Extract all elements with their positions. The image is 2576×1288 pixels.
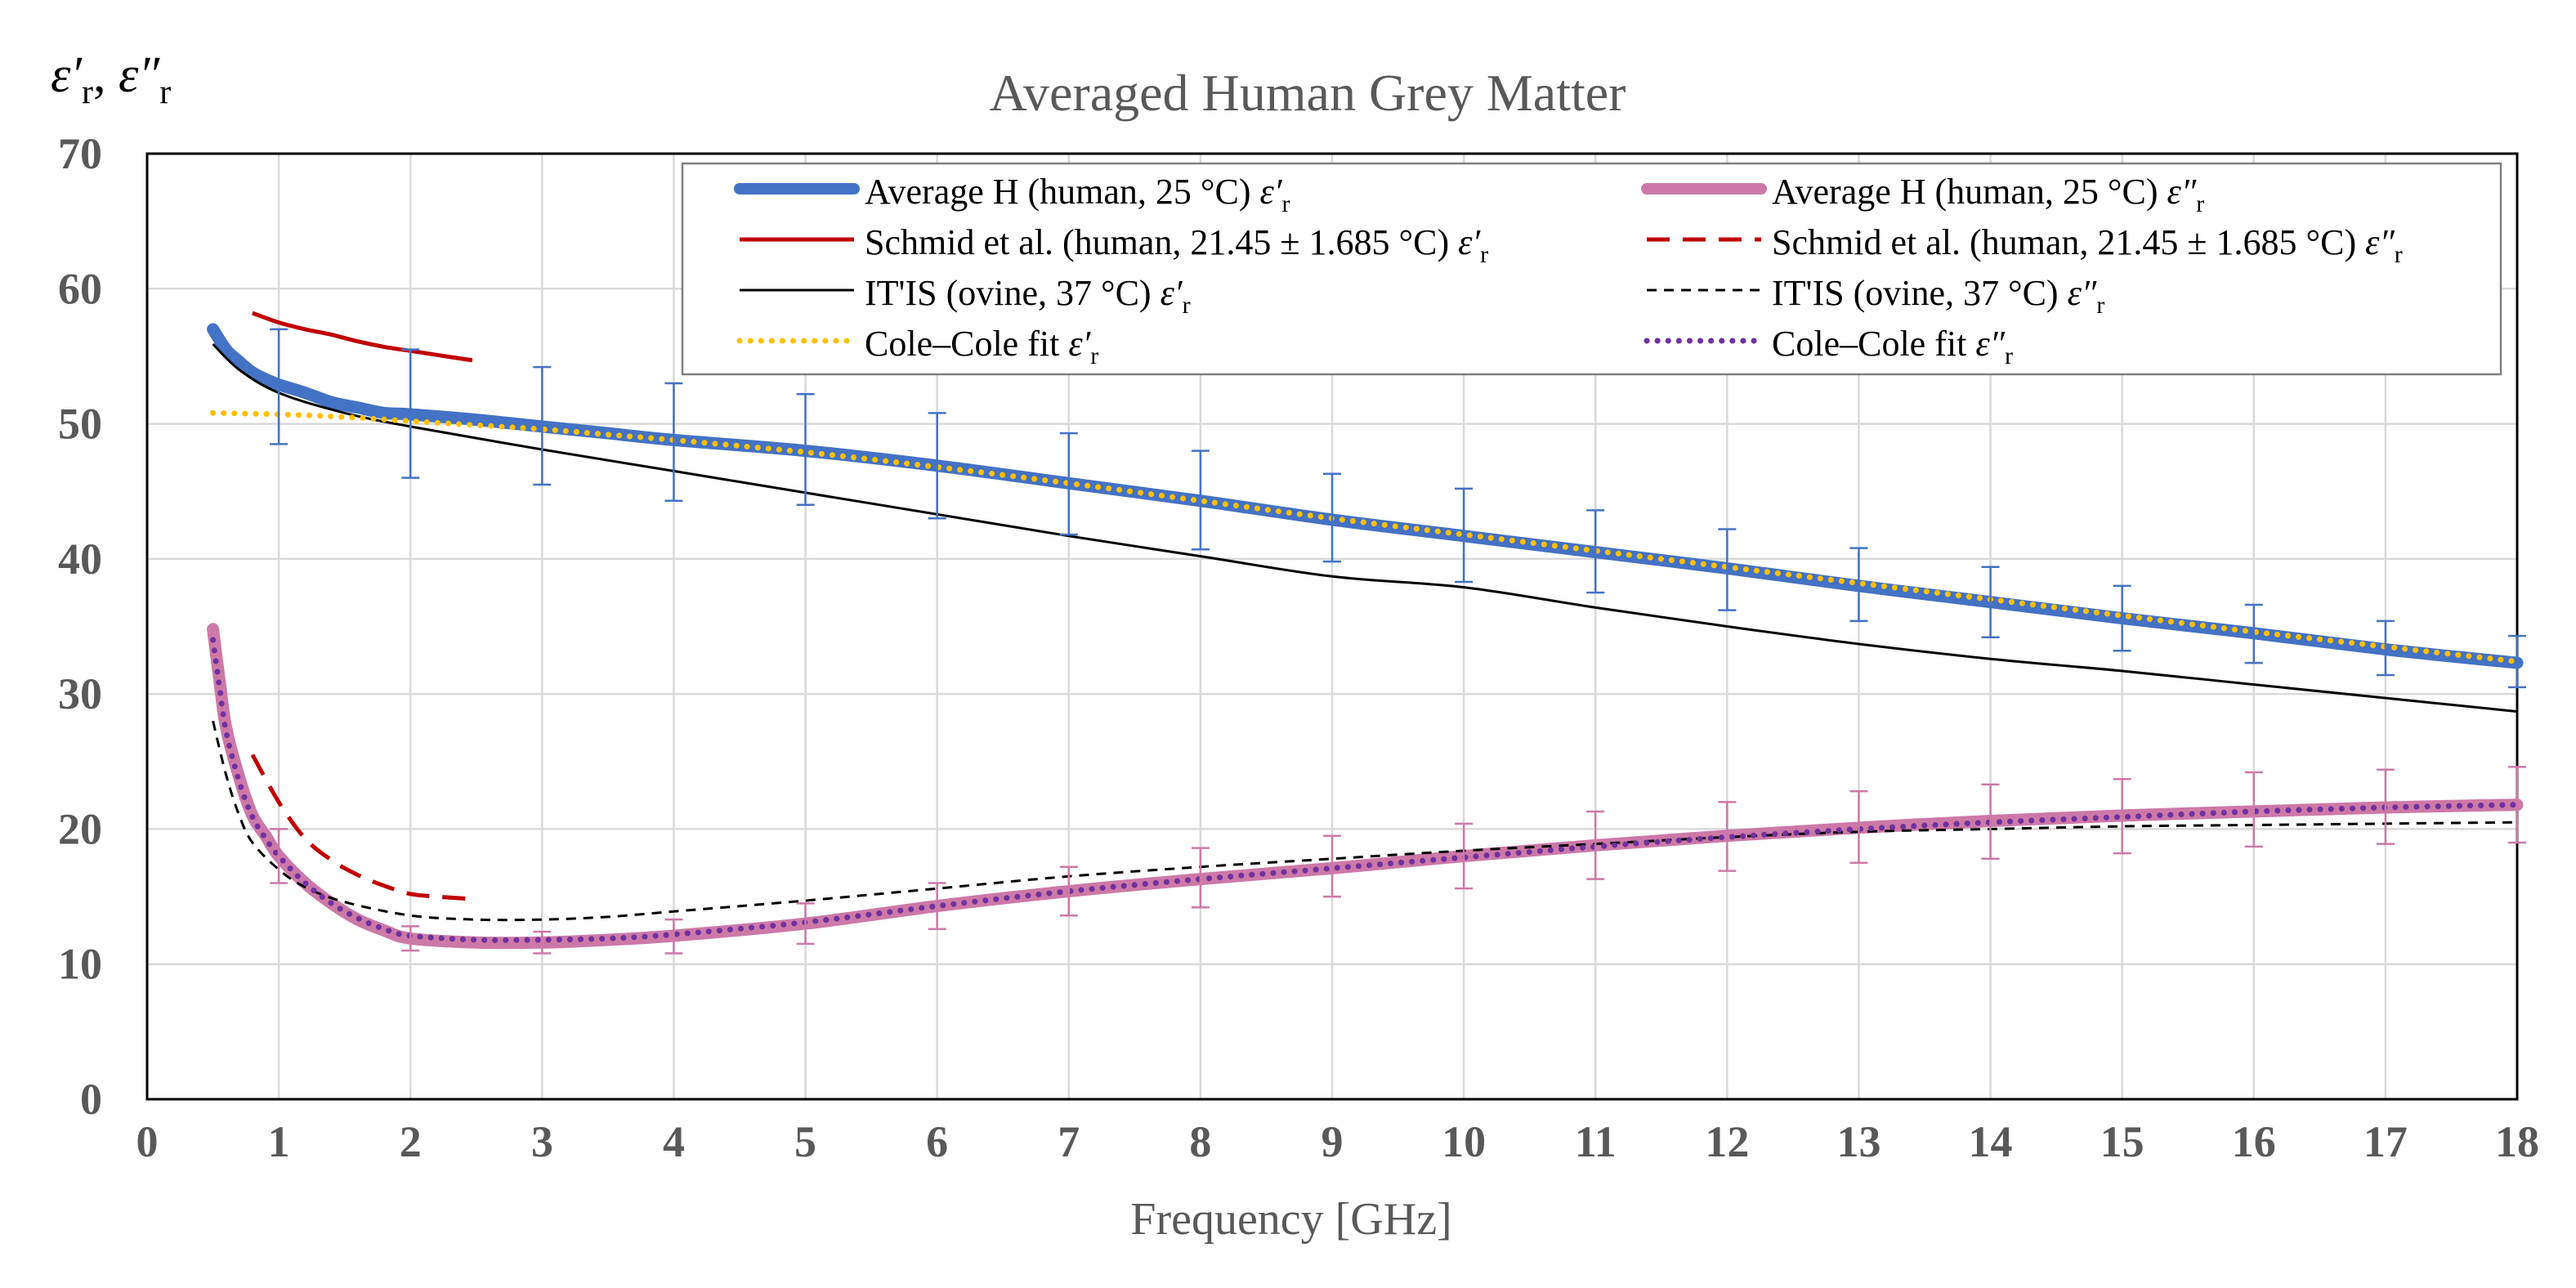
y-tick-label: 20	[58, 804, 102, 853]
x-tick-label: 2	[400, 1117, 422, 1166]
y-tick-label: 60	[58, 264, 102, 313]
y-tick-label: 30	[58, 669, 102, 718]
legend-label: Average H (human, 25 °C) ε″r	[1772, 172, 2204, 217]
plot-frame	[145, 152, 2519, 1101]
y-label-sub2: r	[159, 74, 171, 111]
y-label-eps1: ε′	[51, 47, 83, 103]
series-line-dashed-red	[250, 754, 476, 901]
legend-label: IT'IS (ovine, 37 °C) ε′r	[865, 273, 1191, 319]
x-tick-label: 0	[136, 1117, 159, 1166]
legend: Average H (human, 25 °C) ε′r Schmid et al…	[681, 162, 2502, 376]
legend-label: Schmid et al. (human, 21.45 ± 1.685 °C) …	[1772, 222, 2403, 268]
x-tick-label: 14	[1969, 1117, 2013, 1166]
y-axis-label: ε′r, ε″r	[51, 47, 171, 111]
x-tick-label: 11	[1575, 1117, 1617, 1166]
y-label-sep: ,	[93, 47, 119, 103]
x-axis-label: Frequency [GHz]	[1130, 1194, 1451, 1245]
y-label-eps2: ε″	[119, 47, 160, 103]
x-tick-label: 18	[2495, 1117, 2539, 1166]
x-tick-label: 8	[1189, 1117, 1211, 1166]
legend-box	[681, 162, 2502, 376]
series-line-dotted-gold	[210, 409, 2520, 664]
y-tick-label: 50	[58, 400, 102, 449]
x-tick-label: 5	[794, 1117, 816, 1166]
axis-tick-labels: 0 1 2 3 4 5 6 7 8 9 10 11 12 13 14 15 16 17 18010203040506…	[58, 129, 2539, 1166]
y-tick-label: 70	[58, 129, 102, 178]
y-tick-label: 0	[80, 1075, 102, 1124]
legend-label: Schmid et al. (human, 21.45 ± 1.685 °C) …	[865, 222, 1488, 268]
x-tick-label: 16	[2232, 1117, 2276, 1166]
x-tick-label: 4	[663, 1117, 685, 1166]
x-tick-label: 13	[1836, 1117, 1881, 1166]
y-label-sub1: r	[82, 74, 93, 111]
x-tick-label: 15	[2100, 1117, 2144, 1166]
x-tick-label: 12	[1705, 1117, 1749, 1166]
legend-label: Cole–Cole fit ε′r	[865, 324, 1098, 369]
x-tick-label: 10	[1442, 1117, 1486, 1166]
legend-label: Cole–Cole fit ε″r	[1772, 324, 2013, 369]
legend-label: IT'IS (ovine, 37 °C) ε″r	[1772, 273, 2104, 319]
legend-label: Average H (human, 25 °C) ε′r	[865, 172, 1290, 217]
series-line-solid-red	[252, 311, 473, 363]
x-tick-label: 3	[531, 1117, 553, 1166]
x-tick-label: 1	[268, 1117, 290, 1166]
y-tick-label: 10	[58, 940, 102, 989]
chart-title: Averaged Human Grey Matter	[990, 64, 1626, 122]
series-line-solid-black	[212, 343, 2518, 713]
y-tick-label: 40	[58, 534, 102, 584]
x-tick-label: 17	[2364, 1117, 2408, 1166]
x-tick-label: 7	[1058, 1117, 1080, 1166]
error-bars	[270, 328, 2526, 955]
x-tick-label: 6	[926, 1117, 948, 1166]
x-tick-label: 9	[1322, 1117, 1344, 1166]
